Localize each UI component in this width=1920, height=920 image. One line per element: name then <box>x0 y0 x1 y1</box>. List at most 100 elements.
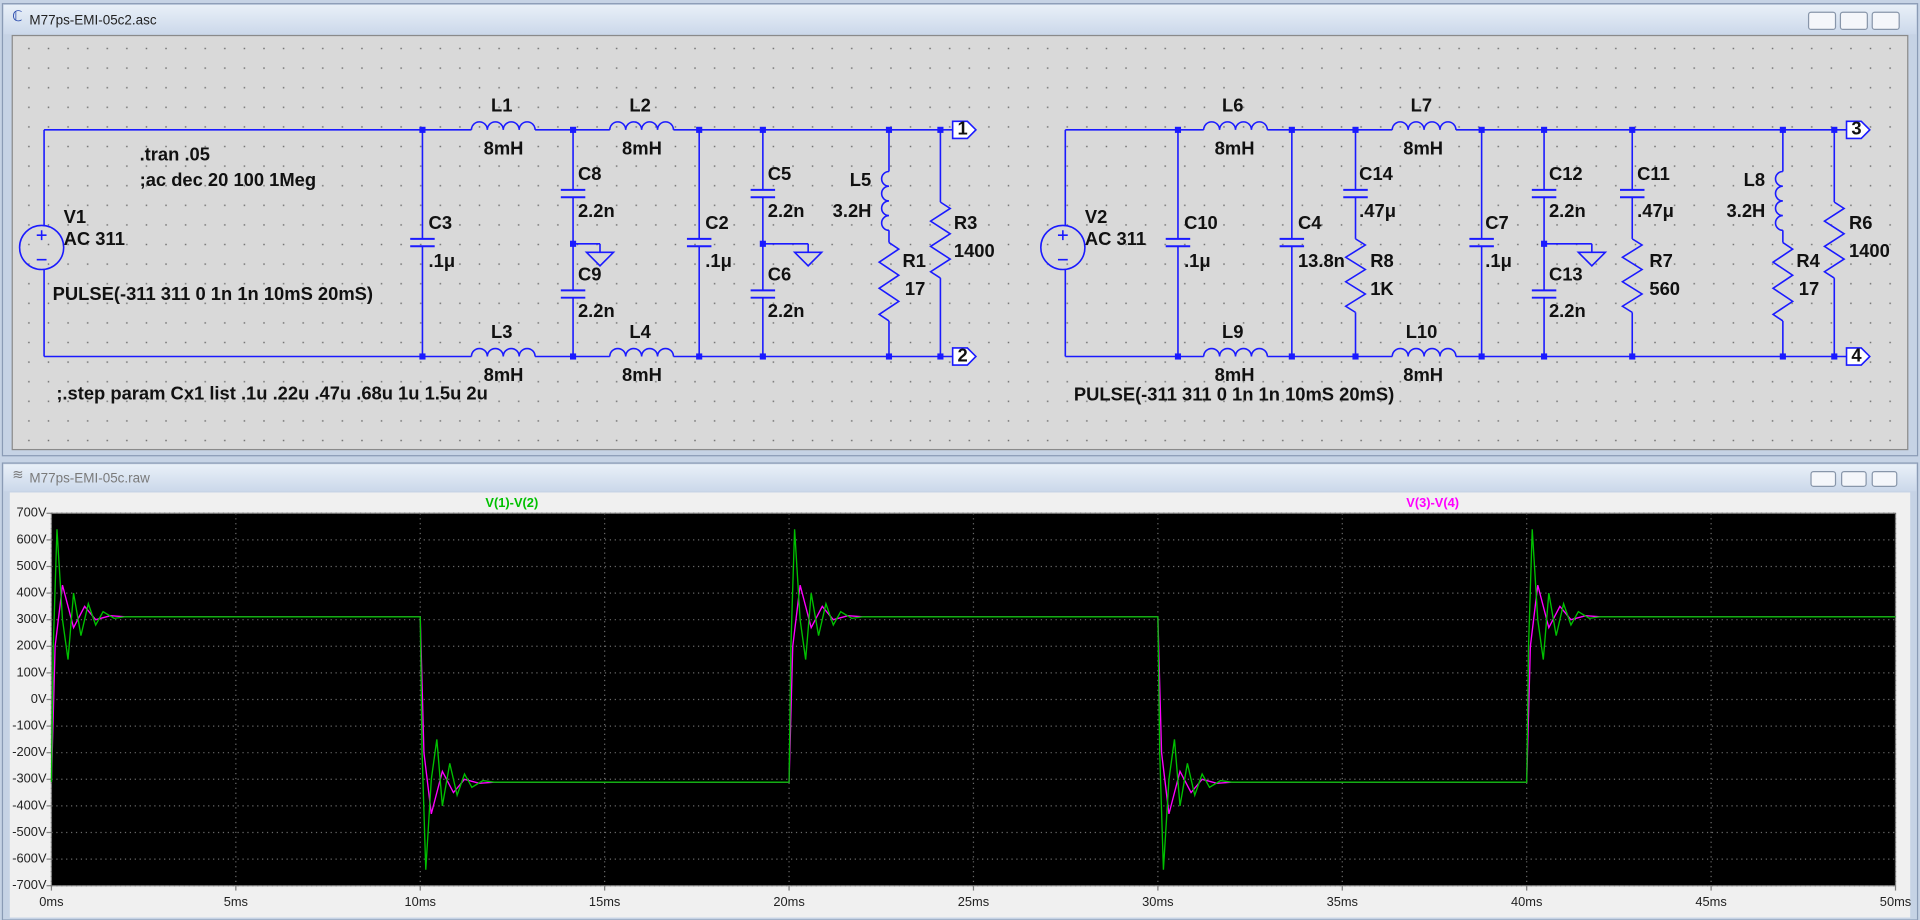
grid-dots <box>12 35 1908 450</box>
x-tick-label: 15ms <box>589 894 620 909</box>
title-bar <box>3 4 1917 35</box>
maximize-button[interactable] <box>1839 11 1868 31</box>
component-label: L7 <box>1411 94 1432 115</box>
junction <box>885 126 893 133</box>
component-label: 8mH <box>1215 364 1255 385</box>
resistor <box>929 201 952 279</box>
component-label: .47μ <box>1359 200 1396 221</box>
minimize-button[interactable] <box>1810 471 1837 487</box>
junction <box>759 126 766 133</box>
junction <box>1174 353 1182 360</box>
component-label: C7 <box>1485 212 1508 233</box>
component-label: .47μ <box>1637 200 1674 221</box>
component-label: 1 <box>958 118 968 139</box>
maximize-button[interactable] <box>1841 471 1867 487</box>
y-tick-label: -500V <box>12 824 47 839</box>
component-label: ;ac dec 20 100 1Meg <box>140 169 317 190</box>
junction <box>696 126 703 133</box>
component-label: L10 <box>1406 321 1438 342</box>
app-icon: ≋ <box>12 467 23 482</box>
component-label: C9 <box>578 263 601 284</box>
component-label: AC 311 <box>1085 228 1146 249</box>
component-label: 8mH <box>484 137 524 158</box>
component-label: 3 <box>1851 118 1861 139</box>
component-label: R8 <box>1370 250 1393 271</box>
component-label: L1 <box>491 94 512 115</box>
junction <box>696 353 703 360</box>
component-label: 1400 <box>1849 240 1890 261</box>
port-flag <box>1845 120 1871 140</box>
component-label: 8mH <box>1403 137 1443 158</box>
component-label: L4 <box>629 321 651 342</box>
junction <box>1541 353 1548 360</box>
component-label: C6 <box>768 263 791 284</box>
component-label: C2 <box>705 212 728 233</box>
trace <box>50 584 1896 815</box>
component-label: R3 <box>954 212 977 233</box>
junction <box>1352 353 1359 360</box>
y-tick-label: -700V <box>12 877 47 892</box>
schematic-labels: L1 8mH L2 8mH .tran .05 ;ac dec 20 100 1Meg C8… <box>53 94 1890 404</box>
component-label: C10 <box>1184 212 1218 233</box>
inductor <box>1774 170 1783 232</box>
component-label: C13 <box>1549 263 1583 284</box>
trace-name: V(3)-V(4) <box>1406 495 1459 510</box>
trace <box>50 529 1896 870</box>
source-sign <box>36 230 47 261</box>
window-buttons[interactable] <box>1807 11 1900 31</box>
component-label: L2 <box>629 94 650 115</box>
component-label: 1K <box>1370 278 1394 299</box>
junction <box>1478 126 1485 133</box>
component-label: 2.2n <box>1549 300 1586 321</box>
window-title: M77ps-EMI-05c.raw <box>29 471 150 486</box>
inductor <box>880 170 890 232</box>
app-icon: ℂ <box>12 9 22 25</box>
x-tick-label: 40ms <box>1511 894 1542 909</box>
inductor <box>1202 121 1269 130</box>
window-buttons[interactable] <box>1810 471 1898 487</box>
component-label: C5 <box>768 163 791 184</box>
minimize-button[interactable] <box>1807 11 1837 31</box>
junction <box>419 126 426 133</box>
x-tick-label: 25ms <box>958 894 989 909</box>
component-label: PULSE(-311 311 0 1n 1n 10mS 20mS) <box>53 283 373 304</box>
component-label: L6 <box>1222 94 1243 115</box>
junction <box>1541 240 1548 247</box>
junction <box>1288 353 1295 360</box>
window-title: M77ps-EMI-05c2.asc <box>29 12 156 27</box>
port-flag <box>951 347 978 366</box>
component-label: L8 <box>1744 169 1765 190</box>
junction <box>759 353 766 360</box>
component-label: 17 <box>905 278 925 299</box>
component-label: C14 <box>1359 163 1393 184</box>
x-tick-label: 10ms <box>405 894 436 909</box>
component-label: PULSE(-311 311 0 1n 1n 10mS 20mS) <box>1074 384 1394 405</box>
component-label: 2.2n <box>768 200 805 221</box>
junction <box>1831 353 1838 360</box>
close-button[interactable] <box>1871 11 1900 31</box>
component-label: C11 <box>1637 163 1670 184</box>
x-tick-label: 50ms <box>1880 894 1911 909</box>
junction <box>570 126 577 133</box>
component-label: R4 <box>1796 250 1820 271</box>
close-button[interactable] <box>1871 471 1898 487</box>
y-tick-label: 500V <box>17 558 47 573</box>
junction <box>1629 126 1636 133</box>
component-label: 2.2n <box>1549 200 1586 221</box>
x-tick-label: 20ms <box>773 894 804 909</box>
x-tick-label: 5ms <box>224 894 248 909</box>
component-label: C12 <box>1549 163 1583 184</box>
port-flag <box>1845 347 1871 366</box>
circuit <box>18 120 1871 366</box>
component-label: C8 <box>578 163 601 184</box>
inductor <box>470 347 536 357</box>
component-label: ;.step param Cx1 list .1u .22u .47u .68u… <box>56 382 488 403</box>
x-tick-label: 35ms <box>1327 894 1358 909</box>
y-tick-label: -100V <box>12 717 47 732</box>
component-label: .1μ <box>1485 250 1512 271</box>
component-label: .1μ <box>429 250 456 271</box>
x-tick-label: 30ms <box>1142 894 1173 909</box>
inductor <box>609 347 675 357</box>
